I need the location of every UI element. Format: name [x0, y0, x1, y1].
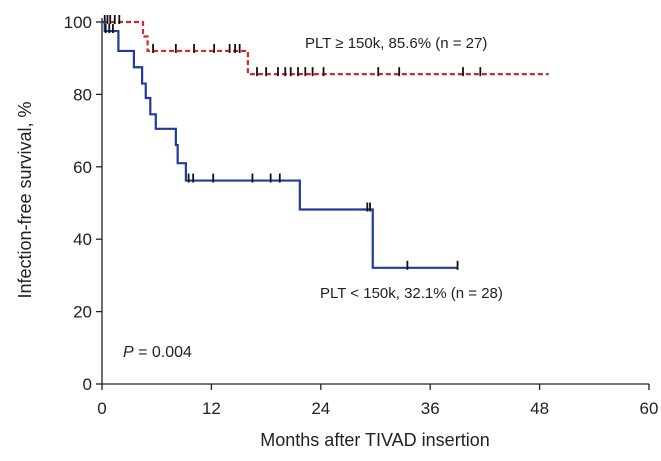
- x-tick-label: 12: [202, 399, 221, 418]
- series-line-plt-low: [102, 20, 458, 269]
- series-label-plt-high: PLT ≥ 150k, 85.6% (n = 27): [305, 35, 487, 52]
- x-tick-label: 0: [97, 399, 106, 418]
- x-tick-label: 24: [311, 399, 330, 418]
- p-value-text: = 0.004: [134, 344, 192, 361]
- x-tick-label: 48: [530, 399, 549, 418]
- series-label-plt-low: PLT < 150k, 32.1% (n = 28): [320, 285, 503, 302]
- p-value-italic: P: [123, 344, 134, 361]
- y-tick-label: 100: [64, 13, 92, 32]
- y-tick-label: 20: [73, 303, 92, 322]
- labels-layer: Months after TIVAD insertion Infection-f…: [15, 35, 503, 450]
- y-tick-label: 60: [73, 158, 92, 177]
- series-line-plt-high: [102, 20, 549, 76]
- y-tick-label: 80: [73, 85, 92, 104]
- p-value-annotation: P = 0.004: [123, 344, 192, 361]
- series-layer: [102, 15, 549, 270]
- y-tick-label: 40: [73, 230, 92, 249]
- y-tick-label: 0: [83, 375, 92, 394]
- axes: 0 20 40 60 80 100 0 12 24 36 48 60: [64, 13, 659, 418]
- x-axis-label: Months after TIVAD insertion: [260, 430, 489, 450]
- y-axis-label: Infection-free survival, %: [15, 101, 35, 298]
- x-tick-label: 60: [640, 399, 659, 418]
- x-tick-label: 36: [421, 399, 440, 418]
